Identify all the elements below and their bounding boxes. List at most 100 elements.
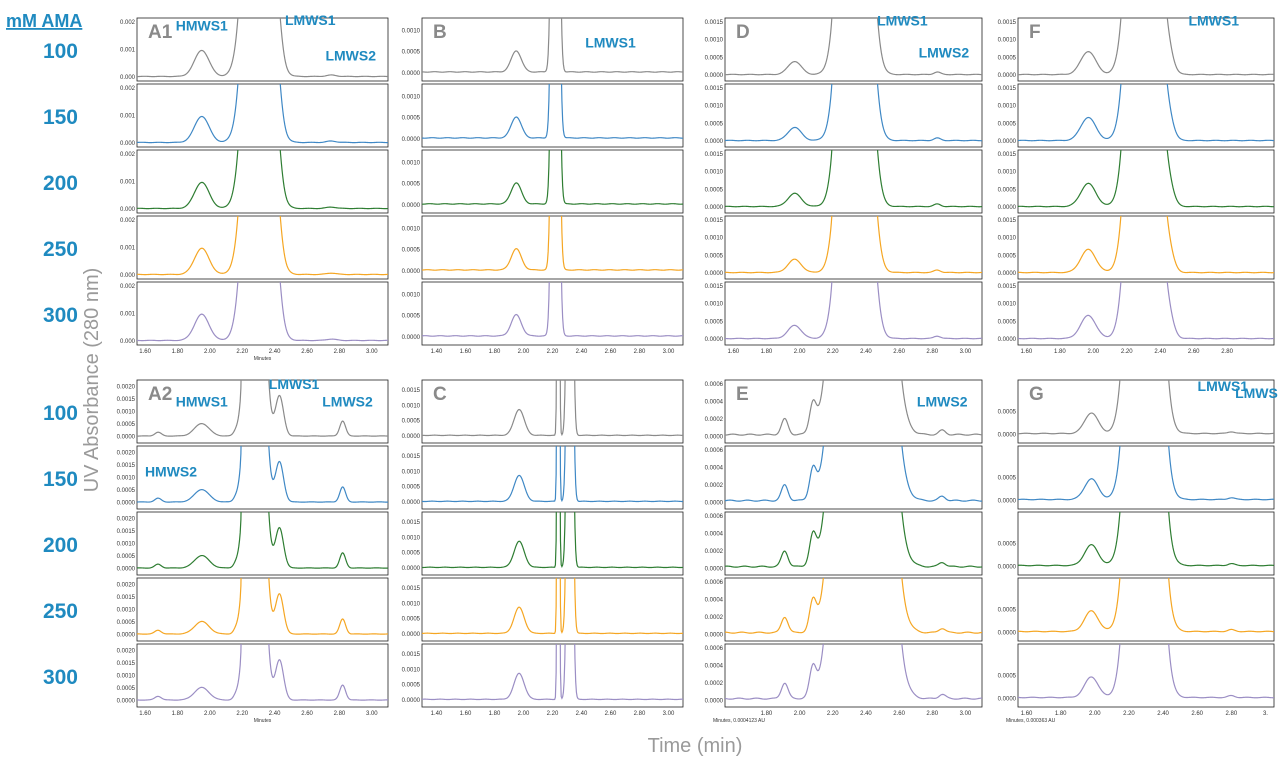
peak-annotation: LMWS1 (585, 34, 636, 50)
x-tick-label: 2.20 (236, 349, 248, 355)
y-tick-label: 0.0010 (117, 476, 136, 482)
series-trace (137, 380, 388, 437)
x-tick-label: 2.60 (1191, 711, 1203, 717)
x-tick-label: 2.40 (1157, 711, 1169, 717)
subplot-frame (136, 643, 389, 708)
y-tick-label: 0.001 (120, 312, 136, 318)
x-tick-label: 1.80 (1055, 711, 1067, 717)
row-label: 100 (43, 402, 78, 425)
row-label: 150 (43, 468, 78, 491)
y-tick-label: 0.0006 (705, 382, 724, 388)
series-trace (422, 380, 683, 437)
series-trace (1018, 216, 1274, 274)
y-tick-label: 0.0000 (705, 271, 724, 277)
panel-letter: C (433, 384, 447, 405)
y-tick-label: 0.0002 (705, 615, 724, 621)
y-tick-label: 0.0005 (402, 248, 421, 254)
y-tick-label: 0.0015 (705, 152, 724, 158)
y-tick-label: 0.0010 (705, 104, 724, 110)
series-trace (422, 644, 683, 701)
series-trace (1018, 644, 1274, 699)
x-tick-label: 3.00 (663, 711, 675, 717)
y-tick-label: 0.0000 (402, 137, 421, 143)
y-tick-label: 0.0002 (705, 681, 724, 687)
y-tick-label: 0.0020 (117, 583, 136, 589)
row-label: 250 (43, 600, 78, 623)
subplot-frame (421, 17, 684, 82)
y-tick-label: 0.0010 (402, 601, 421, 607)
x-tick-label: 3.00 (366, 349, 378, 355)
panel-letter: A2 (148, 384, 172, 405)
y-tick-label: 0.0010 (402, 469, 421, 475)
y-tick-label: 0.0000 (402, 203, 421, 209)
peak-annotation: LMWS2 (322, 394, 373, 410)
x-tick-label: 1.60 (460, 711, 472, 717)
y-tick-label: 0.0002 (705, 483, 724, 489)
x-tick-label: 2.60 (605, 349, 617, 355)
subplot-frame (1017, 643, 1275, 708)
x-tick-label: 1.60 (460, 349, 472, 355)
series-trace (725, 644, 982, 700)
y-tick-label: 0.0015 (998, 152, 1017, 158)
subplot-frame (1017, 83, 1275, 148)
row-labels: 100 150 200 250 300 100 150 200 250 300 (43, 40, 78, 689)
y-tick-label: 0.0015 (402, 454, 421, 460)
x-tick-label: 2.60 (301, 349, 313, 355)
x-tick-label: 2.40 (860, 711, 872, 717)
series-trace (725, 282, 982, 340)
peak-annotation: LMWS1 (1188, 13, 1239, 29)
peak-annotation: HMWS1 (176, 394, 228, 410)
subplot-frame (421, 83, 684, 148)
series-trace (1018, 18, 1274, 76)
y-tick-label: 0.0000 (402, 698, 421, 704)
y-tick-label: 0.0000 (998, 139, 1017, 145)
y-tick-label: 0.0000 (705, 205, 724, 211)
y-tick-label: 0.0015 (117, 397, 136, 403)
series-trace (1018, 150, 1274, 208)
x-tick-label: 2.60 (893, 349, 905, 355)
y-tick-label: 0.0010 (705, 236, 724, 242)
peak-annotation: LMWS1 (1198, 378, 1249, 394)
x-tick-label: 1.80 (761, 349, 773, 355)
y-tick-label: 0.0000 (117, 633, 136, 639)
row-label: 200 (43, 534, 78, 557)
y-tick-label: 0.0015 (705, 218, 724, 224)
subplot-frame (421, 379, 684, 444)
x-tick-label: 2.00 (518, 711, 530, 717)
subplot-frame (136, 149, 389, 214)
y-tick-label: 0.0010 (705, 170, 724, 176)
y-tick-label: 0.0020 (117, 649, 136, 655)
series-trace (422, 150, 683, 205)
x-tick-label: 3.00 (663, 349, 675, 355)
panel-letter: A1 (148, 22, 173, 43)
subplot-frame (1017, 281, 1275, 346)
x-tick-label: 1.60 (1021, 711, 1033, 717)
x-tick-label: 3.00 (960, 349, 972, 355)
y-tick-label: 0.0006 (705, 580, 724, 586)
subplot-frame (136, 83, 389, 148)
x-tick-label: 2.20 (1121, 349, 1133, 355)
subplot-frame (136, 281, 389, 346)
series-trace (1018, 84, 1274, 142)
y-tick-label: 0.0015 (705, 284, 724, 290)
y-tick-label: 0.000 (120, 75, 136, 81)
x-tick-label: 1.40 (431, 349, 443, 355)
peak-annotation: LMWS2 (325, 48, 376, 64)
subplot-frame (724, 281, 983, 346)
y-tick-label: 0.0000 (998, 630, 1017, 636)
x-tick-label: 2.20 (547, 349, 559, 355)
x-tick-label: 2.20 (236, 711, 248, 717)
y-tick-label: 0.0005 (402, 683, 421, 689)
row-label: 300 (43, 304, 78, 327)
y-tick-label: 0.0005 (998, 253, 1017, 259)
peak-annotation: LMWS1 (877, 13, 928, 29)
y-tick-label: 0.0006 (705, 448, 724, 454)
y-tick-label: 0.0000 (705, 139, 724, 145)
panels: 0.000 0.001 0.002 0.000 0.001 0.002 0.000 0.001… (117, 12, 1278, 724)
y-tick-label: 0.0000 (998, 432, 1017, 438)
y-tick-label: 0.0005 (998, 121, 1017, 127)
subplot-frame (1017, 577, 1275, 642)
y-tick-label: 0.002 (120, 284, 136, 290)
y-tick-label: 0.0010 (402, 403, 421, 409)
